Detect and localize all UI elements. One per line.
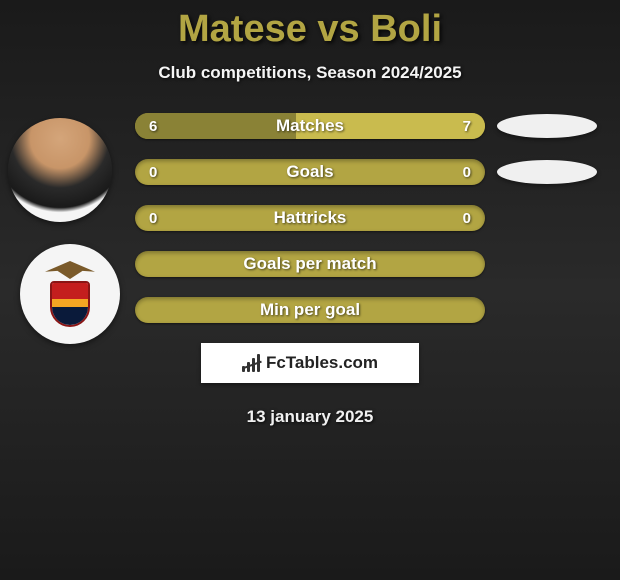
stat-left-value: 6: [149, 118, 157, 135]
stat-right-value: 7: [463, 118, 471, 135]
site-name: FcTables.com: [266, 353, 378, 373]
chart-bars-icon: [242, 354, 260, 372]
stat-row: 0 0 Hattricks: [0, 205, 620, 231]
stat-pill: 0 0 Hattricks: [135, 205, 485, 231]
side-oval-placeholder: [497, 114, 597, 138]
stat-pill: 0 0 Goals: [135, 159, 485, 185]
stat-right-value: 0: [463, 164, 471, 181]
stat-row: Goals per match: [0, 251, 620, 277]
stat-label: Hattricks: [274, 208, 347, 228]
subtitle: Club competitions, Season 2024/2025: [0, 63, 620, 83]
stat-row: 6 7 Matches: [0, 113, 620, 139]
stat-rows: 6 7 Matches 0 0 Goals 0 0 Hattricks Goals per mat…: [0, 113, 620, 323]
site-badge: FcTables.com: [201, 343, 419, 383]
comparison-title: Matese vs Boli: [0, 0, 620, 51]
stat-left-value: 0: [149, 164, 157, 181]
stat-pill: Min per goal: [135, 297, 485, 323]
stat-row: Min per goal: [0, 297, 620, 323]
stat-pill: Goals per match: [135, 251, 485, 277]
stat-label: Goals per match: [243, 254, 376, 274]
stat-pill: 6 7 Matches: [135, 113, 485, 139]
side-oval-placeholder: [497, 160, 597, 184]
stat-right-value: 0: [463, 210, 471, 227]
stat-bar-left: [135, 113, 296, 139]
stat-label: Matches: [276, 116, 344, 136]
stat-label: Goals: [286, 162, 333, 182]
stat-left-value: 0: [149, 210, 157, 227]
stat-label: Min per goal: [260, 300, 360, 320]
stat-row: 0 0 Goals: [0, 159, 620, 185]
date-label: 13 january 2025: [0, 407, 620, 427]
